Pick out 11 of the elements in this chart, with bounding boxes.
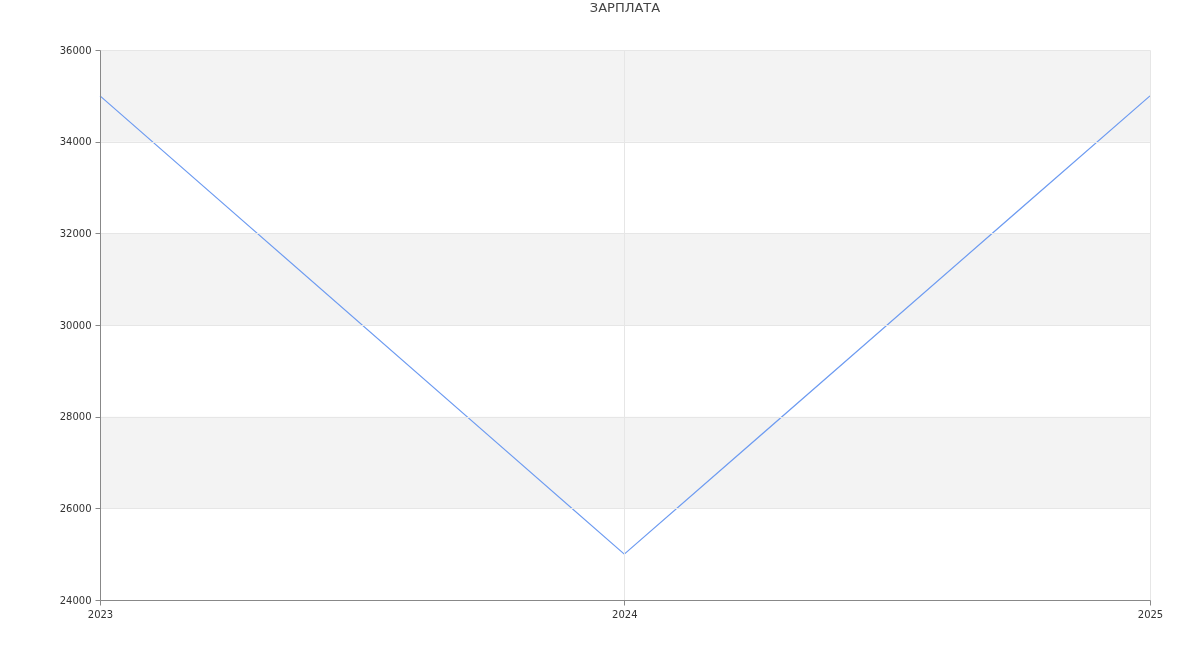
x-tick-label: 2023 [87, 608, 114, 620]
chart-title: ЗАРПЛАТА [589, 0, 661, 15]
y-tick-label: 36000 [59, 44, 92, 56]
y-tick-label: 28000 [59, 411, 92, 423]
x-tick-label: 2024 [612, 608, 638, 620]
y-tick-label: 34000 [59, 136, 92, 148]
y-tick-label: 30000 [59, 319, 92, 331]
y-tick-label: 24000 [59, 594, 92, 606]
y-tick-label: 26000 [59, 502, 92, 514]
x-tick-label: 2025 [1137, 608, 1164, 620]
y-tick-label: 32000 [59, 227, 92, 239]
